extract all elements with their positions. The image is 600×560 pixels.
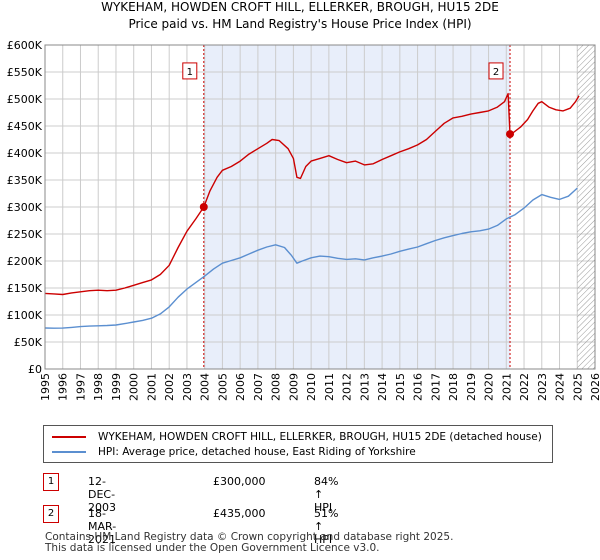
price-chart: 1 2 £0 £50K £100K £150K £200K £250K £300K £350K £… — [7, 39, 600, 401]
y-tick-label: £500K — [7, 93, 43, 106]
chart-subtitle: Price paid vs. HM Land Registry's House … — [128, 17, 472, 31]
x-tick-label: 2001 — [145, 373, 158, 401]
y-tick-label: £300K — [7, 201, 43, 214]
x-tick-label: 2018 — [447, 373, 460, 401]
y-tick-label: £350K — [7, 174, 43, 187]
sale-point-2 — [506, 130, 515, 139]
legend-swatch-blue — [52, 451, 86, 453]
x-tick-label: 2011 — [323, 373, 336, 401]
plot-frame — [44, 44, 596, 370]
x-tick-label: 2024 — [554, 373, 567, 401]
x-tick-label: 2017 — [429, 373, 442, 401]
x-tick-label: 1998 — [92, 373, 105, 401]
legend-item-hpi: HPI: Average price, detached house, East… — [52, 445, 416, 459]
x-tick-label: 2007 — [252, 373, 265, 401]
sale-point-1 — [199, 203, 208, 211]
x-tick-label: 2003 — [181, 373, 194, 401]
x-tick-label: 2010 — [305, 373, 318, 401]
x-tick-label: 2002 — [163, 373, 176, 401]
y-tick-label: £0 — [28, 363, 42, 376]
x-tick-label: 2026 — [589, 373, 600, 401]
y-tick-label: £250K — [7, 228, 43, 241]
x-tick-label: 2023 — [536, 373, 549, 401]
marker-box-1 — [182, 62, 198, 80]
x-tick-label: 2013 — [358, 373, 371, 401]
x-tick-label: 2006 — [234, 373, 247, 401]
x-tick-label: 2021 — [500, 373, 513, 401]
transaction-price: £435,000 — [213, 507, 266, 520]
x-tick-label: 2012 — [341, 373, 354, 401]
legend-swatch-red — [52, 436, 86, 438]
x-tick-label: 2000 — [128, 373, 141, 401]
transaction-hpi: 84% ↑ HPI — [314, 475, 339, 514]
transaction-date: 12-DEC-2003 — [88, 475, 116, 514]
y-tick-label: £150K — [7, 282, 43, 295]
x-tick-label: 2005 — [216, 373, 229, 401]
x-tick-label: 2020 — [483, 373, 496, 401]
series-line-hpi — [44, 187, 578, 329]
x-tick-label: 1995 — [39, 373, 52, 401]
transaction-price: £300,000 — [213, 475, 266, 488]
transaction-hpi: 51% ↑ HPI — [314, 507, 339, 546]
x-tick-label: 1997 — [74, 373, 87, 401]
legend: WYKEHAM, HOWDEN CROFT HILL, ELLERKER, BR… — [43, 425, 553, 463]
x-tick-label: 1996 — [57, 373, 70, 401]
x-tick-label: 2019 — [465, 373, 478, 401]
y-tick-label: £200K — [7, 255, 43, 268]
footer-copyright: Contains HM Land Registry data © Crown c… — [45, 531, 454, 543]
x-tick-label: 2025 — [571, 373, 584, 401]
y-tick-label: £50K — [14, 336, 43, 349]
x-tick-label: 2008 — [270, 373, 283, 401]
transaction-number: 1 — [43, 473, 59, 491]
transaction-date: 18-MAR-2021 — [88, 507, 117, 546]
y-tick-label: £550K — [7, 66, 43, 79]
legend-label-hpi: HPI: Average price, detached house, East… — [98, 446, 416, 458]
x-tick-label: 2014 — [376, 373, 389, 401]
x-tick-label: 2004 — [199, 373, 212, 401]
x-tick-label: 2016 — [412, 373, 425, 401]
transaction-number: 2 — [43, 505, 59, 523]
y-tick-label: £600K — [7, 39, 43, 52]
marker-label-2: 2 — [493, 67, 499, 78]
x-tick-label: 2022 — [518, 373, 531, 401]
x-tick-label: 1999 — [110, 373, 123, 401]
y-tick-label: £450K — [7, 120, 43, 133]
x-tick-label: 2015 — [394, 373, 407, 401]
chart-title: WYKEHAM, HOWDEN CROFT HILL, ELLERKER, BR… — [101, 0, 499, 14]
legend-label-property: WYKEHAM, HOWDEN CROFT HILL, ELLERKER, BR… — [98, 431, 542, 443]
footer-license: This data is licensed under the Open Gov… — [45, 542, 380, 554]
legend-item-property: WYKEHAM, HOWDEN CROFT HILL, ELLERKER, BR… — [52, 430, 542, 444]
x-tick-label: 2009 — [287, 373, 300, 401]
marker-box-2 — [488, 62, 504, 80]
forecast-hatch — [577, 45, 595, 369]
y-tick-label: £100K — [7, 309, 43, 322]
marker-label-1: 1 — [187, 67, 193, 78]
y-tick-label: £400K — [7, 147, 43, 160]
